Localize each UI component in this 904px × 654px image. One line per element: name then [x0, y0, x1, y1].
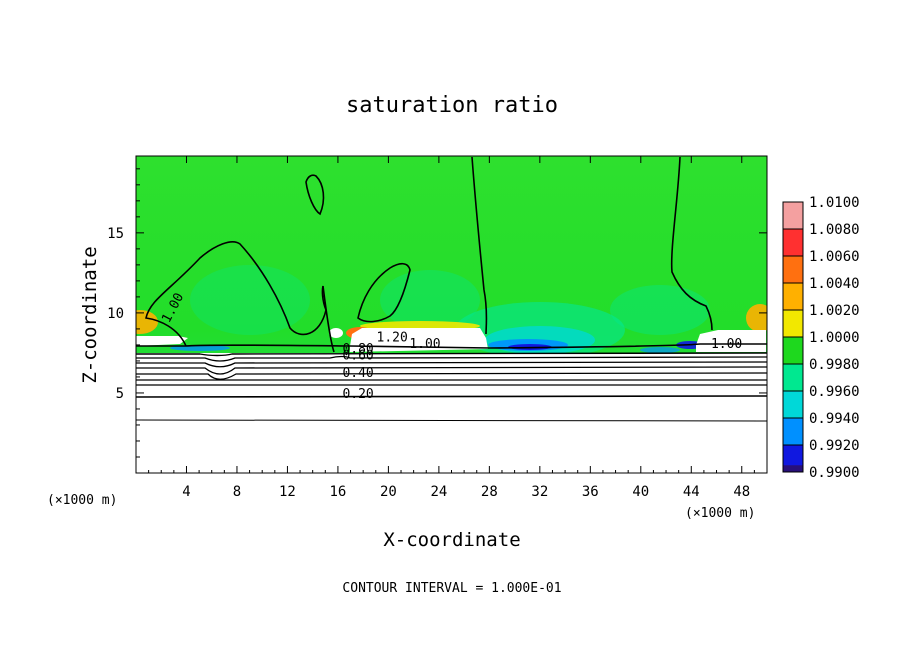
plot-area: 1.001.20 1.00 1.000.800.600.400.20: [136, 156, 767, 473]
x-tick-label: 36: [582, 484, 599, 500]
x-tick-label: 12: [279, 484, 296, 500]
contour-label: 0.40: [342, 366, 373, 381]
x-tick-label: 44: [683, 484, 700, 500]
x-axis: 4 8 12 16 20 24 28 32 36 40 44 48: [148, 156, 755, 500]
x-axis-unit-right: (×1000 m): [685, 506, 755, 521]
contour-line: [136, 361, 767, 368]
colorbar-swatch: [783, 229, 803, 256]
colorbar-label: 1.0000: [809, 330, 860, 346]
field-plume: [380, 270, 480, 330]
y-axis-label: Z-coordinate: [79, 246, 101, 383]
y-tick-label: 10: [107, 306, 124, 322]
colorbar-label: 0.9960: [809, 384, 860, 400]
contour-line-1.00: [322, 285, 335, 353]
contour-line: [136, 366, 767, 375]
contour-line: [136, 343, 767, 349]
colorbar-label: 1.0080: [809, 222, 860, 238]
colorbar-swatch: [783, 337, 803, 364]
contour-label: 0.60: [342, 348, 373, 363]
contour-line-1.00: [670, 156, 713, 331]
x-tick-label: 48: [733, 484, 750, 500]
contour-line: [136, 355, 767, 362]
colorbar-label: 1.0100: [809, 195, 860, 211]
x-tick-label: 40: [632, 484, 649, 500]
colorbar-swatch: [783, 364, 803, 391]
x-tick-label: 20: [380, 484, 397, 500]
x-axis-unit-left: (×1000 m): [47, 493, 117, 508]
contour-line: [136, 419, 767, 422]
colorbar-swatch: [783, 465, 803, 472]
contour-label: 1.00: [409, 337, 440, 352]
chart-title: saturation ratio: [346, 93, 558, 118]
colorbar-label: 0.9900: [809, 465, 860, 481]
contour-label: 1.00: [711, 337, 742, 352]
y-tick-label: 5: [116, 386, 124, 402]
contour-lines: [145, 156, 713, 353]
subsaturated-region: [136, 336, 188, 354]
subsaturated-region: [696, 330, 766, 352]
field-supersat: [329, 328, 343, 338]
field-plume: [640, 347, 680, 353]
contour-line-1.00: [471, 156, 488, 335]
colorbar-label: 0.9940: [809, 411, 860, 427]
colorbar-swatch: [783, 310, 803, 337]
colorbar-label: 0.9980: [809, 357, 860, 373]
field-supersat: [746, 304, 767, 332]
x-tick-label: 16: [329, 484, 346, 500]
colorbar-swatch: [783, 256, 803, 283]
contour-line-1.00: [357, 262, 411, 323]
contour-label: 1.20: [377, 331, 408, 346]
x-tick-label: 4: [182, 484, 190, 500]
contour-line-1.00: [305, 174, 325, 216]
colorbar-label: 1.0040: [809, 276, 860, 292]
x-tick-label: 32: [531, 484, 548, 500]
contour-line: [136, 352, 767, 357]
y-axis: 5 10 15: [107, 168, 767, 458]
colorbar-swatch: [783, 418, 803, 445]
contour-line: [136, 395, 767, 398]
field-plume: [190, 265, 310, 335]
x-tick-label: 24: [430, 484, 447, 500]
x-axis-label: X-coordinate: [383, 529, 520, 551]
colorbar-swatch: [783, 202, 803, 229]
y-tick-label: 15: [107, 226, 124, 242]
colorbar-swatch: [783, 283, 803, 310]
colorbar-swatch: [783, 391, 803, 418]
field-supersat: [136, 310, 158, 334]
colorbar: 1.0100 1.0080 1.0060 1.0040 1.0020 1.0000 0.99…: [782, 195, 860, 481]
colorbar-label: 1.0020: [809, 303, 860, 319]
contour-interval-note: CONTOUR INTERVAL = 1.000E-01: [342, 581, 561, 596]
colorbar-label: 1.0060: [809, 249, 860, 265]
contour-label: 0.20: [342, 387, 373, 402]
x-tick-label: 8: [233, 484, 241, 500]
contour-line: [136, 372, 767, 380]
field-plume: [610, 285, 710, 335]
colorbar-label: 0.9920: [809, 438, 860, 454]
contour-label: 0.80: [342, 342, 373, 357]
x-tick-label: 28: [481, 484, 498, 500]
contour-stack: [136, 343, 767, 422]
